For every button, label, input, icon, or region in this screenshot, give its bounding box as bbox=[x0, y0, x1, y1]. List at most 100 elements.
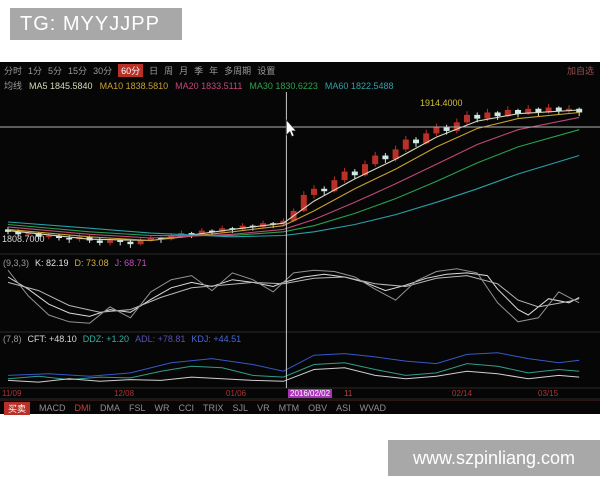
kdj-value-2: D: 73.08 bbox=[74, 258, 109, 268]
chart-canvas[interactable]: 1808.7000 1914.4000 bbox=[0, 62, 600, 414]
period-button-0[interactable]: 分时 bbox=[4, 66, 23, 76]
ma-line-ma10 bbox=[7, 111, 580, 242]
candle-body bbox=[351, 171, 358, 176]
candle-body bbox=[545, 107, 552, 113]
candle-body bbox=[525, 108, 532, 114]
ma-line-ma60 bbox=[7, 154, 580, 238]
oscillator-line-blue bbox=[7, 352, 580, 377]
period-button-8[interactable]: 月 bbox=[179, 66, 189, 76]
candle-body bbox=[464, 114, 470, 123]
kdj-line-k bbox=[7, 272, 580, 317]
period-button-1[interactable]: 1分 bbox=[28, 66, 43, 76]
indicator-tab-wr[interactable]: WR bbox=[154, 403, 170, 413]
candle-body bbox=[260, 223, 266, 227]
candle-body bbox=[402, 139, 409, 150]
kdj-values-bar: (9,3,3) K: 82.19 D: 73.08 J: 68.71 bbox=[0, 258, 600, 270]
candle-body bbox=[56, 235, 62, 238]
period-button-7[interactable]: 周 bbox=[164, 66, 174, 76]
period-button-6[interactable]: 日 bbox=[149, 66, 159, 76]
indicator-tab-fsl[interactable]: FSL bbox=[129, 403, 146, 413]
kdj-value-3: J: 68.71 bbox=[114, 258, 147, 268]
period-button-10[interactable]: 年 bbox=[209, 66, 219, 76]
candle-body bbox=[433, 127, 440, 134]
watermark-bottom-right: www.szpinliang.com bbox=[388, 440, 600, 476]
period-button-4[interactable]: 30分 bbox=[93, 66, 113, 76]
candle-body bbox=[117, 240, 124, 242]
indicator-tab-mtm[interactable]: MTM bbox=[278, 403, 300, 413]
candle-body bbox=[362, 164, 368, 176]
axis-date-label-2: 01/06 bbox=[226, 389, 247, 398]
axis-date-highlight-suffix: 11 bbox=[344, 389, 353, 398]
candle-body bbox=[555, 107, 562, 112]
period-button-5[interactable]: 60分 bbox=[118, 64, 144, 77]
ma-value-0: 均线 bbox=[4, 81, 23, 91]
candle-body bbox=[474, 114, 481, 119]
candle-body bbox=[137, 240, 144, 245]
candle-body bbox=[219, 228, 226, 232]
candle-body bbox=[566, 108, 572, 112]
period-button-2[interactable]: 5分 bbox=[48, 66, 63, 76]
candle-body bbox=[484, 112, 491, 119]
ma-value-5: MA60 1822.5488 bbox=[324, 81, 394, 91]
oscillator-value-2: DDZ: +1.20 bbox=[82, 334, 130, 344]
candle-body bbox=[15, 231, 22, 235]
candle-body bbox=[127, 241, 134, 245]
candle-body bbox=[423, 133, 430, 144]
ma-line-ma20 bbox=[7, 116, 580, 239]
candle-body bbox=[311, 188, 317, 195]
kdj-line-d bbox=[7, 275, 580, 313]
indicator-tab-trix[interactable]: TRIX bbox=[203, 403, 224, 413]
period-button-9[interactable]: 季 bbox=[194, 66, 204, 76]
axis-date-label-4: 03/15 bbox=[538, 389, 559, 398]
axis-date-label-3: 02/14 bbox=[452, 389, 473, 398]
oscillator-value-3: ADL: +78.81 bbox=[135, 334, 186, 344]
period-button-11[interactable]: 多周期 bbox=[224, 66, 252, 76]
indicator-tab-买卖[interactable]: 买卖 bbox=[4, 401, 31, 415]
candle-body bbox=[372, 155, 379, 165]
indicator-tab-macd[interactable]: MACD bbox=[39, 403, 66, 413]
candle-body bbox=[188, 233, 195, 235]
candle-body bbox=[382, 155, 389, 160]
oscillator-value-4: KDJ: +44.51 bbox=[191, 334, 242, 344]
indicator-tab-cci[interactable]: CCI bbox=[178, 403, 195, 413]
kdj-line-j bbox=[7, 268, 580, 324]
candle-body bbox=[198, 230, 205, 235]
indicator-tab-obv[interactable]: OBV bbox=[308, 403, 328, 413]
axis-date-label-1: 12/08 bbox=[114, 389, 135, 398]
ma-value-1: MA5 1845.5840 bbox=[29, 81, 93, 91]
indicator-tab-sjl[interactable]: SJL bbox=[232, 403, 249, 413]
candle-body bbox=[239, 225, 246, 230]
indicator-tab-vr[interactable]: VR bbox=[257, 403, 270, 413]
ma-values-bar: 均线 MA5 1845.5840 MA10 1838.5810 MA20 1833.5… bbox=[0, 79, 600, 92]
indicator-tab-wvad[interactable]: WVAD bbox=[359, 403, 386, 413]
period-button-3[interactable]: 15分 bbox=[68, 66, 88, 76]
candle-body bbox=[86, 236, 93, 241]
axis-date-highlight: 2016/02/02 bbox=[288, 389, 333, 398]
candle-body bbox=[300, 194, 307, 211]
indicator-tab-asi[interactable]: ASI bbox=[336, 403, 351, 413]
ma-value-4: MA30 1830.6223 bbox=[249, 81, 318, 91]
ma-value-3: MA20 1833.5111 bbox=[175, 81, 243, 91]
mouse-cursor-icon bbox=[286, 119, 297, 137]
price-label-peak: 1914.4000 bbox=[420, 98, 463, 108]
oscillator-value-0: (7,8) bbox=[3, 334, 22, 344]
candle-body bbox=[392, 149, 399, 160]
candle-body bbox=[25, 233, 32, 235]
watermark-url-text: www.szpinliang.com bbox=[412, 447, 576, 468]
kdj-value-1: K: 82.19 bbox=[35, 258, 69, 268]
axis-date-label-0: 11/09 bbox=[2, 389, 22, 398]
watermark-top-left-text: TG: MYYJJPP bbox=[20, 12, 160, 35]
candle-body bbox=[413, 139, 419, 144]
candle-body bbox=[331, 180, 338, 192]
candle-body bbox=[515, 110, 521, 114]
oscillator-line-teal bbox=[7, 362, 580, 381]
candle-body bbox=[45, 235, 52, 238]
indicator-tab-dmi[interactable]: DMI bbox=[74, 403, 92, 413]
candle-body bbox=[147, 238, 154, 241]
indicator-tabs-bar: 买卖 MACD DMI DMA FSL WR CCI TRIX SJL VR MTM OBV ASI WV… bbox=[0, 400, 600, 415]
indicator-tab-dma[interactable]: DMA bbox=[100, 403, 121, 413]
period-button-12[interactable]: 设置 bbox=[257, 66, 276, 76]
oscillator-line-white bbox=[7, 367, 580, 383]
add-to-watchlist-button[interactable]: 加自选 bbox=[566, 66, 594, 76]
